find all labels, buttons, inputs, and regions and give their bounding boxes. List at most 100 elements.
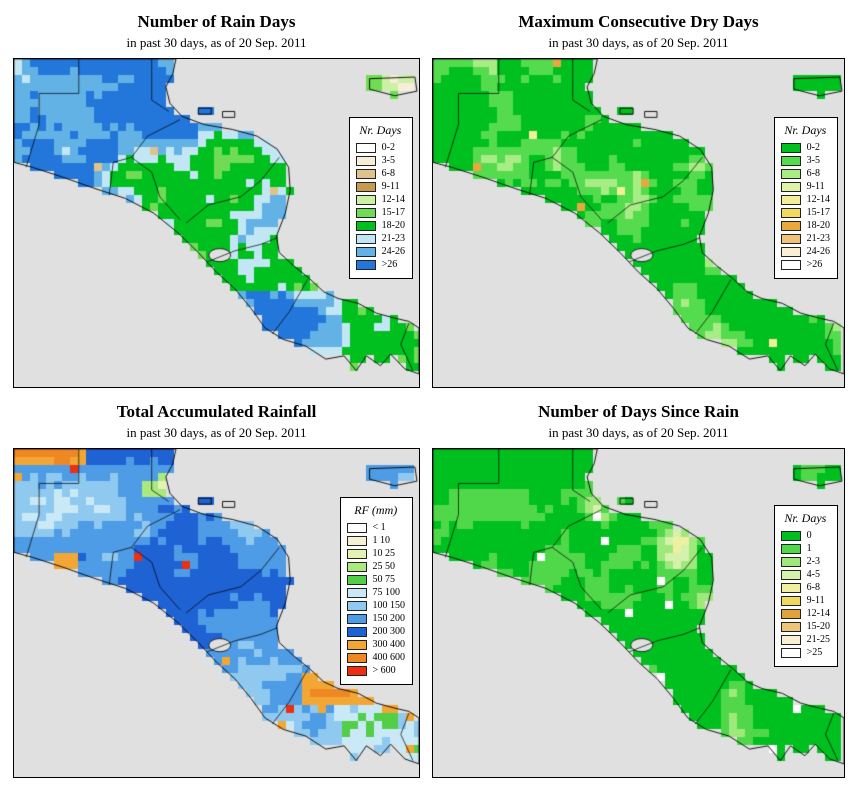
legend-swatch: [346, 575, 367, 585]
legend-swatch: [346, 640, 367, 650]
legend-title-dry-days: Nr. Days: [784, 123, 827, 137]
legend-swatch: [346, 536, 367, 546]
legend-row: < 1: [346, 522, 406, 534]
legend-label: 18-20: [381, 220, 405, 231]
legend-swatch: [355, 143, 376, 153]
panel-max-consecutive-dry-days: Maximum Consecutive Dry Days in past 30 …: [432, 4, 845, 388]
legend-label: 21-25: [806, 634, 830, 645]
legend-label: 15-17: [806, 207, 830, 218]
legend-row: 15-20: [780, 621, 830, 633]
legend-swatch: [780, 557, 801, 567]
legend-swatch: [346, 562, 367, 572]
legend-row: 200 300: [346, 626, 406, 638]
legend-label: 9-11: [381, 181, 400, 192]
legend-row: 1 10: [346, 535, 406, 547]
legend-row: 1: [780, 543, 830, 555]
legend-swatch: [780, 182, 801, 192]
legend-row: 24-26: [780, 246, 830, 258]
legend-label: < 1: [372, 522, 386, 533]
legend-swatch: [346, 523, 367, 533]
legend-label: 100 150: [372, 600, 406, 611]
legend-label: 6-8: [806, 168, 820, 179]
legend-swatch: [346, 588, 367, 598]
legend-swatch: [355, 221, 376, 231]
legend-row: 10 25: [346, 548, 406, 560]
legend-row: 21-23: [355, 233, 405, 245]
legend-rain-days: Nr. Days 0-2 3-5 6-8 9-11 12-14 15-17 18-20 21-…: [348, 117, 413, 279]
legend-swatch: [355, 156, 376, 166]
legend-row: > 600: [346, 665, 406, 677]
legend-label: 25 50: [372, 561, 396, 572]
panel-subtitle-rain-days: in past 30 days, as of 20 Sep. 2011: [126, 35, 307, 50]
legend-row: 18-20: [355, 220, 405, 232]
legend-row: 18-20: [780, 220, 830, 232]
panel-title-days-since-rain: Number of Days Since Rain: [538, 402, 739, 421]
legend-label: 12-14: [806, 608, 830, 619]
legend-label: 15-20: [806, 621, 830, 632]
legend-label: 10 25: [372, 548, 396, 559]
legend-swatch: [355, 182, 376, 192]
legend-label: 0-2: [806, 142, 820, 153]
legend-label: > 600: [372, 665, 396, 676]
legend-row: 3-5: [355, 155, 405, 167]
legend-dry-days: Nr. Days 0-2 3-5 6-8 9-11 12-14 15-17 18-20 21-…: [773, 117, 838, 279]
legend-label: 3-5: [381, 155, 395, 166]
legend-row: 21-25: [780, 634, 830, 646]
legend-row: 9-11: [780, 181, 830, 193]
legend-label: 75 100: [372, 587, 401, 598]
legend-row: 2-3: [780, 556, 830, 568]
legend-swatch: [355, 247, 376, 257]
legend-row: 21-23: [780, 233, 830, 245]
legend-label: 6-8: [806, 582, 820, 593]
legend-title-days-since-rain: Nr. Days: [784, 511, 827, 525]
legend-row: 12-14: [780, 194, 830, 206]
legend-label: 15-17: [381, 207, 405, 218]
legend-row: 0-2: [780, 142, 830, 154]
legend-swatch: [780, 260, 801, 270]
legend-label: 2-3: [806, 556, 820, 567]
legend-row: >26: [355, 259, 405, 271]
legend-row: 4-5: [780, 569, 830, 581]
legend-swatch: [780, 531, 801, 541]
legend-row: 400 600: [346, 652, 406, 664]
legend-label: 21-23: [806, 233, 830, 244]
panel-subtitle-days-since-rain: in past 30 days, as of 20 Sep. 2011: [548, 425, 729, 440]
panel-subtitle-rainfall: in past 30 days, as of 20 Sep. 2011: [126, 425, 307, 440]
map-rain-days: Nr. Days 0-2 3-5 6-8 9-11 12-14 15-17 18-20 21-…: [13, 58, 420, 388]
legend-swatch: [780, 635, 801, 645]
legend-label: 200 300: [372, 626, 406, 637]
legend-row: 300 400: [346, 639, 405, 651]
legend-row: 12-14: [355, 194, 405, 206]
legend-label: 9-11: [806, 595, 825, 606]
legend-label: 400 600: [372, 652, 406, 663]
legend-rows-rainfall: < 1 1 10 10 25 25 50 50 75 75 100 100 150 150 2…: [346, 522, 406, 677]
legend-row: 75 100: [346, 587, 406, 599]
legend-label: >26: [381, 259, 398, 270]
legend-label: 1: [806, 543, 812, 554]
legend-label: 4-5: [806, 569, 820, 580]
legend-label: >26: [806, 259, 823, 270]
legend-swatch: [780, 208, 801, 218]
legend-title-rain-days: Nr. Days: [359, 123, 402, 137]
legend-row: 15-17: [780, 207, 830, 219]
legend-swatch: [355, 169, 376, 179]
legend-row: 50 75: [346, 574, 406, 586]
legend-title-rainfall: RF (mm): [354, 503, 398, 517]
panel-number-of-days-since-rain: Number of Days Since Rain in past 30 day…: [432, 394, 845, 778]
legend-row: >25: [780, 647, 830, 659]
legend-swatch: [355, 234, 376, 244]
legend-swatch: [346, 653, 367, 663]
legend-label: >25: [806, 647, 823, 658]
legend-swatch: [780, 143, 801, 153]
legend-row: >26: [780, 259, 830, 271]
legend-rows-days-since-rain: 0 1 2-3 4-5 6-8 9-11 12-14 15-20 21-25 >25: [780, 530, 830, 659]
legend-row: 9-11: [780, 595, 830, 607]
legend-label: 12-14: [381, 194, 405, 205]
legend-swatch: [780, 583, 801, 593]
legend-label: 3-5: [806, 155, 820, 166]
legend-swatch: [346, 549, 367, 559]
legend-swatch: [346, 627, 367, 637]
legend-swatch: [780, 622, 801, 632]
legend-swatch: [780, 609, 801, 619]
